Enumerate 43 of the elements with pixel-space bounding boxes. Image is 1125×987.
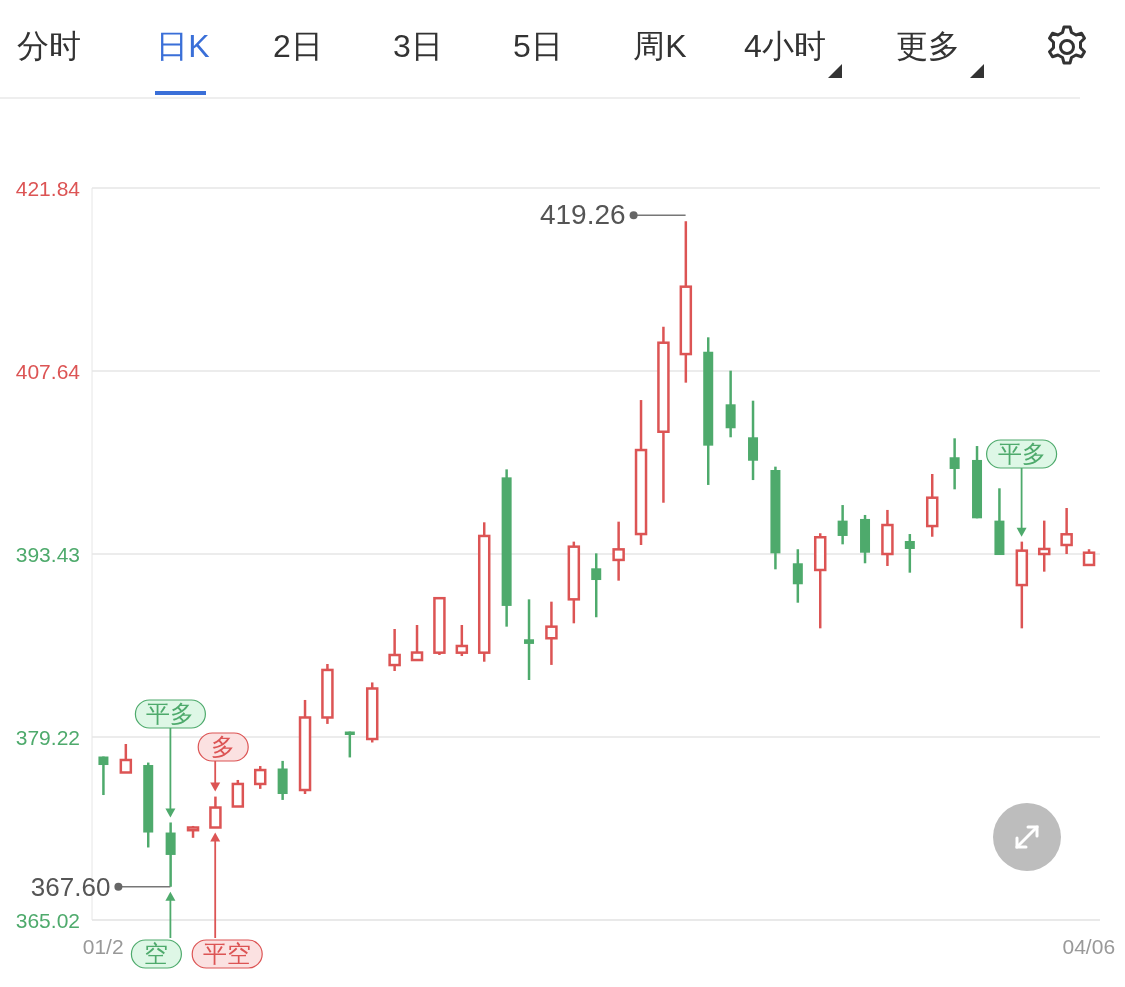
text: 分时 xyxy=(17,28,81,64)
candlestick xyxy=(837,503,848,546)
candlestick xyxy=(748,399,759,482)
candlestick xyxy=(98,755,109,797)
candlestick xyxy=(1037,519,1051,573)
candlestick xyxy=(119,742,133,774)
annotation: 平多 xyxy=(997,440,1046,467)
y-tick-label: 365.02 xyxy=(15,909,80,932)
annotation: 多 xyxy=(211,733,236,760)
candlestick xyxy=(545,600,558,667)
candlestick xyxy=(1060,506,1073,556)
text: 4小时 xyxy=(744,28,826,64)
annotation: 367.60 xyxy=(30,871,111,902)
text: 平空 xyxy=(203,940,252,967)
candlestick xyxy=(253,764,267,791)
text: 日K xyxy=(156,28,210,64)
y-tick-label: 407.64 xyxy=(15,359,81,383)
candlestick xyxy=(612,520,625,582)
text: 5日 xyxy=(513,28,563,64)
candlestick xyxy=(209,795,222,829)
candlestick xyxy=(410,623,424,662)
candlestick xyxy=(904,532,915,574)
candlestick xyxy=(165,821,176,889)
y-tick-label: 421.84 xyxy=(15,177,81,200)
candlestick xyxy=(524,598,535,682)
text: 更多 xyxy=(896,28,960,64)
text: 周K xyxy=(633,28,687,64)
y-tick-label: 379.22 xyxy=(15,726,80,750)
annotation: 419.26 xyxy=(539,199,626,231)
candlestick xyxy=(725,369,736,439)
candlestick xyxy=(792,547,803,604)
x-tick-label: 01/2 xyxy=(82,935,124,958)
candlestick xyxy=(231,778,245,808)
text: 空 xyxy=(144,940,169,967)
text: 2日 xyxy=(273,28,323,64)
text: 3日 xyxy=(393,28,443,64)
annotation: 平多 xyxy=(146,700,195,727)
candlestick xyxy=(949,437,960,491)
candlestick xyxy=(455,623,469,658)
x-tick-label: 04/06 xyxy=(1062,935,1116,958)
y-tick-label: 393.43 xyxy=(15,543,80,566)
candlestick xyxy=(388,627,401,673)
candlestick xyxy=(591,552,602,619)
